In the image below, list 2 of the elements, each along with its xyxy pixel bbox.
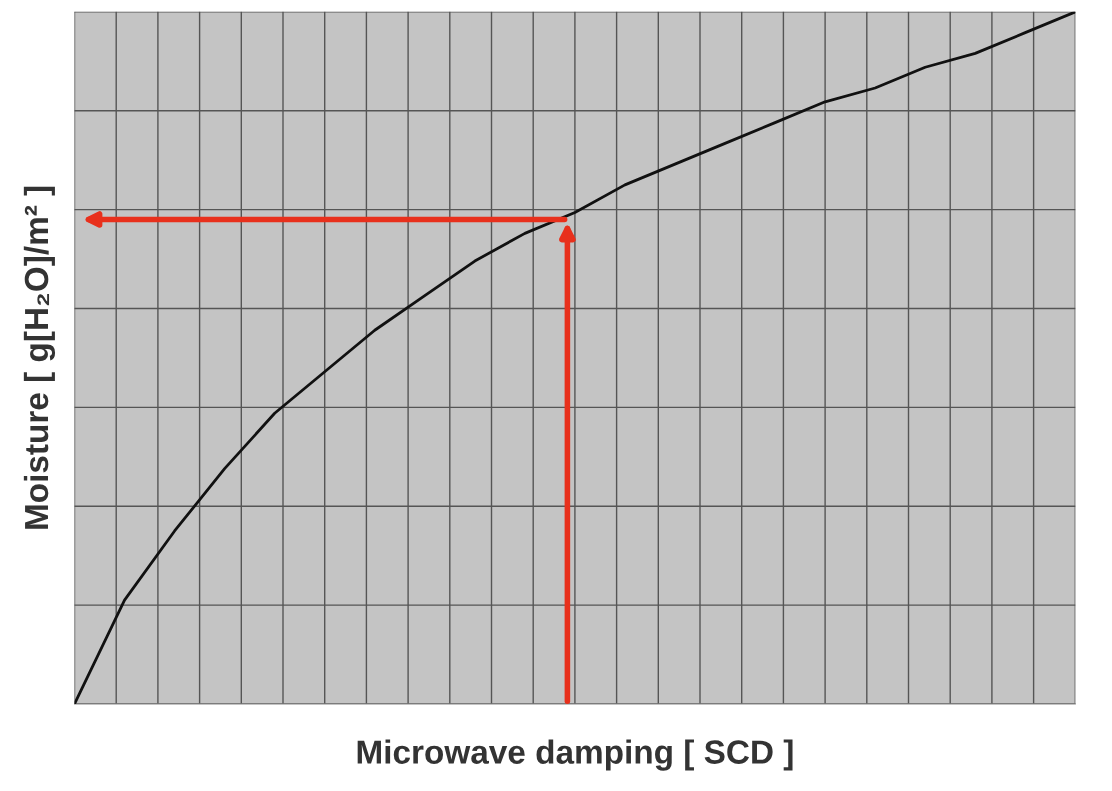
x-axis-title: Microwave damping [ SCD ] <box>357 739 793 771</box>
y-axis-title: Moisture [ g[H₂O]/m² ] <box>23 186 56 529</box>
